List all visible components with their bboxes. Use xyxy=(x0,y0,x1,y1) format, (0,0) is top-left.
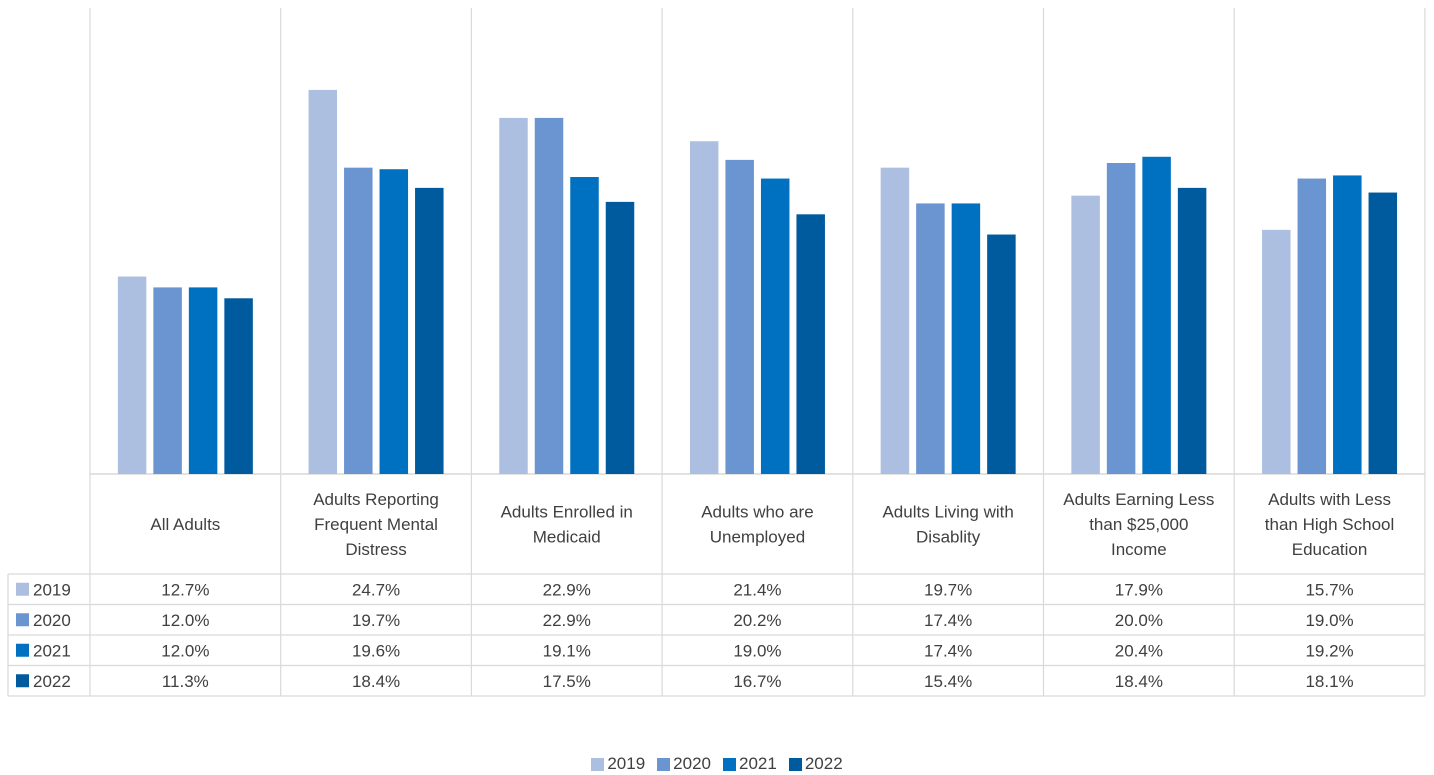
table-cell: 20.2% xyxy=(733,611,781,630)
legend-label: 2019 xyxy=(607,754,646,773)
bars xyxy=(117,89,1398,475)
table-row-label: 2022 xyxy=(33,672,71,691)
table-cell: 19.2% xyxy=(1305,641,1353,660)
category-label: Adults who are Unemployed xyxy=(701,503,813,547)
legend-item: 2021 xyxy=(723,754,777,774)
bar-2021-1 xyxy=(188,287,218,474)
bar-2020-7 xyxy=(1297,178,1327,475)
legend-swatch xyxy=(657,757,671,771)
table-cell: 19.0% xyxy=(733,641,781,660)
bar-2019-5 xyxy=(880,167,910,475)
bar-2019-4 xyxy=(689,141,719,475)
table-cell: 22.9% xyxy=(543,611,591,630)
table-cell: 11.3% xyxy=(162,672,209,691)
legend-swatch xyxy=(788,757,802,771)
bar-2021-7 xyxy=(1333,175,1362,474)
legend-label: 2020 xyxy=(673,754,711,773)
category-label: Adults Earning Less than $25,000 Income xyxy=(1063,490,1214,559)
bar-2019-2 xyxy=(308,89,338,474)
bar-2019-3 xyxy=(499,117,528,474)
bar-2021-5 xyxy=(951,203,981,474)
bar-2022-3 xyxy=(605,201,635,474)
table-cell: 19.7% xyxy=(924,580,972,599)
table-cell: 17.9% xyxy=(1115,580,1163,599)
table-cell: 15.7% xyxy=(1305,580,1353,599)
bar-2022-4 xyxy=(796,214,825,474)
table-cell: 22.9% xyxy=(543,580,591,599)
bar-2022-5 xyxy=(987,234,1016,474)
bar-2019-7 xyxy=(1262,229,1291,474)
legend-item: 2020 xyxy=(657,754,711,774)
table-row-label: 2021 xyxy=(33,641,71,660)
table-row-swatch xyxy=(16,643,29,657)
bar-2021-3 xyxy=(570,176,599,474)
table-cell: 20.0% xyxy=(1115,611,1163,630)
bar-2021-2 xyxy=(379,169,409,474)
table-row-label: 2019 xyxy=(33,580,71,599)
table-row-swatch xyxy=(16,582,29,596)
bar-2021-4 xyxy=(760,178,790,475)
table-cell: 16.7% xyxy=(733,672,781,691)
bar-2022-1 xyxy=(224,298,253,474)
legend-swatch xyxy=(591,757,605,771)
table-cell: 19.0% xyxy=(1305,611,1353,630)
table-cell: 17.4% xyxy=(924,641,972,660)
category-label: All Adults xyxy=(150,515,220,534)
category-label: Adults Reporting Frequent Mental Distress xyxy=(313,490,439,559)
bar-2021-6 xyxy=(1142,156,1171,474)
bar-2022-6 xyxy=(1177,187,1207,474)
category-label: Adults with Less than High School Educatio… xyxy=(1265,490,1394,559)
bar-2020-4 xyxy=(725,159,754,474)
table-cell: 21.4% xyxy=(733,580,781,599)
data-table: 2019 12.7% 24.7% 22.9% 21.4% 19.7% 17.9% 15.7% 2… xyxy=(7,573,1425,697)
legend: 2019 2020 2021 2022 xyxy=(0,754,1434,774)
table-cell: 24.7% xyxy=(352,580,400,599)
table-cell: 19.1% xyxy=(543,641,591,660)
category-label: Adults Enrolled in Medicaid xyxy=(501,503,633,547)
category-label: Adults Living with Disablity xyxy=(882,503,1013,547)
bar-2022-7 xyxy=(1368,192,1398,475)
table-cell: 20.4% xyxy=(1115,641,1163,660)
legend-label: 2022 xyxy=(804,754,843,773)
table-cell: 18.4% xyxy=(1115,672,1163,691)
table-cell: 12.0% xyxy=(161,641,209,660)
legend-label: 2021 xyxy=(739,754,777,773)
table-cell: 18.1% xyxy=(1305,672,1353,691)
category-labels: All Adults Adults Reporting Frequent Menta… xyxy=(150,490,1394,559)
table-cell: 18.4% xyxy=(352,672,400,691)
bar-2020-1 xyxy=(153,287,182,474)
table-cell: 17.4% xyxy=(924,611,972,630)
table-cell: 19.6% xyxy=(352,641,400,660)
bar-2020-2 xyxy=(344,167,373,475)
bar-2020-3 xyxy=(534,117,564,474)
table-row-swatch xyxy=(16,613,29,627)
bar-2020-5 xyxy=(916,203,945,474)
chart: All Adults Adults Reporting Frequent Menta… xyxy=(7,8,1426,697)
legend-item: 2022 xyxy=(788,754,843,774)
table-cell: 12.7% xyxy=(161,580,209,599)
table-row-swatch xyxy=(16,674,29,688)
bar-2022-2 xyxy=(415,187,444,474)
table-cell: 15.4% xyxy=(924,672,972,691)
legend-item: 2019 xyxy=(591,754,645,774)
table-cell: 17.5% xyxy=(543,672,591,691)
bar-2019-1 xyxy=(117,276,147,474)
bar-2020-6 xyxy=(1106,163,1136,474)
table-row-label: 2020 xyxy=(33,611,71,630)
table-cell: 12.0% xyxy=(161,611,209,630)
bar-2019-6 xyxy=(1071,195,1100,474)
table-cell: 19.7% xyxy=(352,611,400,630)
legend-swatch xyxy=(723,757,736,771)
